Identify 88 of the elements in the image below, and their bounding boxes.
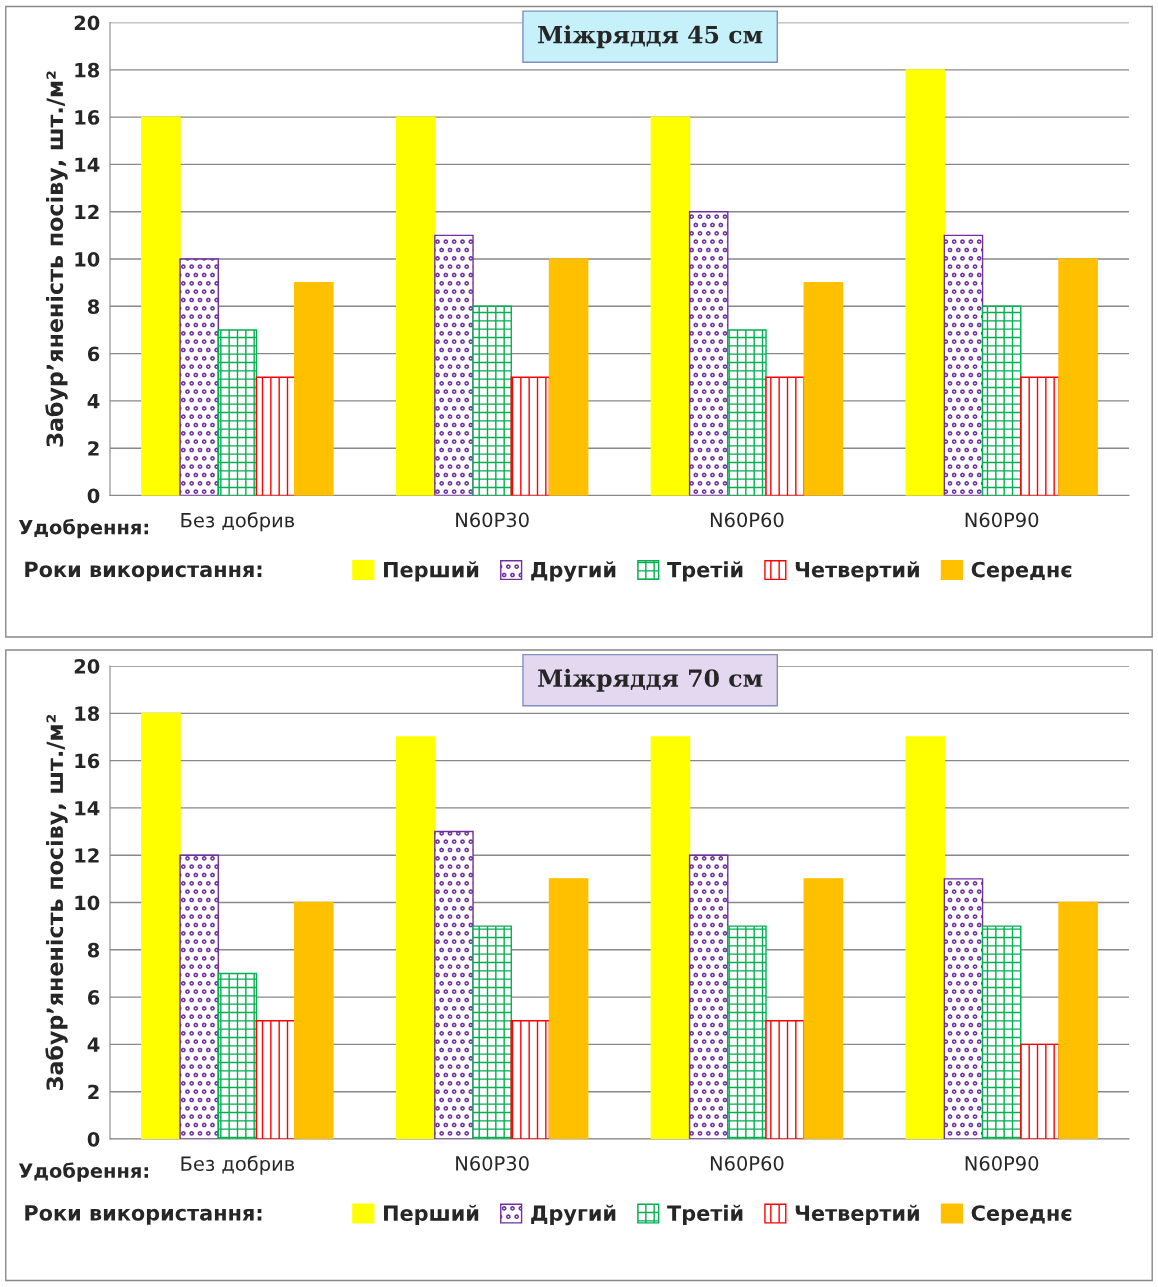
bar [943, 234, 984, 496]
bar [688, 854, 729, 1139]
bar [727, 925, 767, 1139]
bar [179, 854, 219, 1139]
bar [472, 925, 512, 1139]
y-tick-label: 0 [87, 1131, 100, 1147]
x-tick-label: N60P90 [965, 512, 1039, 528]
y-tick-label: 6 [87, 346, 100, 362]
y-tick-label: 8 [87, 942, 100, 958]
bar [395, 736, 436, 1139]
legend-label: Другий [531, 1204, 616, 1226]
chart-title: Міжряддя 70 см [538, 668, 763, 692]
bar [141, 712, 181, 1139]
y-tick-label: 10 [75, 251, 100, 267]
bar [905, 69, 946, 496]
bar [255, 1020, 296, 1139]
y-tick-label: 14 [75, 801, 100, 816]
legend-label: Другий [531, 561, 616, 582]
legend-label: Третій [667, 561, 743, 582]
bar [650, 736, 691, 1139]
bar [294, 901, 334, 1139]
bar [294, 281, 334, 496]
y-tick-label: 18 [75, 62, 100, 78]
chart-title: Міжряддя 45 см [538, 25, 763, 49]
bar [650, 116, 691, 496]
x-tick-label: N60P60 [710, 1156, 784, 1171]
bar [981, 305, 1022, 496]
y-tick-label: 20 [74, 658, 100, 674]
bar [548, 258, 589, 496]
bar [943, 878, 984, 1139]
x-tick-label: Без добрив [181, 1155, 295, 1175]
bar [217, 329, 258, 496]
y-tick-label: 20 [74, 15, 100, 31]
bar [510, 1020, 551, 1139]
bar [510, 376, 551, 496]
bar [434, 234, 474, 496]
bar [803, 281, 844, 496]
bar [395, 116, 436, 496]
legend-label: Четвертий [795, 561, 919, 582]
y-tick-label: 8 [87, 299, 100, 314]
bar [688, 211, 729, 496]
bar [1058, 258, 1098, 496]
legend-label: Середнє [971, 1205, 1072, 1225]
x-axis-title: Удобрення: [18, 518, 148, 539]
y-axis-title: Забур’яненість посіву, шт./м² [45, 71, 68, 447]
y-tick-label: 16 [75, 110, 100, 125]
bar [141, 116, 181, 496]
legend-title: Роки використання: [25, 561, 262, 582]
x-tick-label: N60P30 [456, 512, 529, 528]
y-tick-label: 12 [75, 848, 99, 863]
y-tick-label: 10 [75, 895, 100, 911]
y-tick-label: 18 [75, 706, 100, 721]
bar [1058, 901, 1098, 1139]
bar [179, 258, 219, 496]
bar [217, 972, 258, 1139]
y-tick-label: 4 [87, 1037, 100, 1052]
bar [548, 878, 589, 1139]
legend-label: Третій [667, 1204, 743, 1225]
bar [727, 329, 767, 496]
x-tick-label: Без добрив [181, 512, 295, 532]
legend-label: Середнє [971, 561, 1072, 582]
bar [434, 830, 474, 1139]
bar [1020, 376, 1060, 496]
legend-label: Четвертий [795, 1204, 919, 1225]
legend-title: Роки використання: [25, 1205, 262, 1225]
bar [255, 376, 296, 496]
y-axis-title: Забур’яненість посіву, шт./м² [45, 714, 68, 1090]
y-tick-label: 2 [88, 1084, 99, 1100]
bar [472, 305, 512, 496]
x-axis-title: Удобрення: [18, 1162, 148, 1182]
y-tick-label: 16 [75, 753, 100, 769]
bar [905, 736, 946, 1139]
y-tick-label: 6 [87, 990, 100, 1005]
y-tick-label: 14 [75, 157, 100, 172]
x-tick-label: N60P90 [965, 1156, 1039, 1171]
bar [765, 1020, 805, 1139]
x-tick-label: N60P30 [456, 1156, 529, 1171]
y-tick-label: 12 [75, 204, 99, 220]
x-tick-label: N60P60 [710, 512, 784, 528]
legend-label: Перший [384, 561, 479, 582]
y-tick-label: 4 [87, 394, 100, 409]
bar [1020, 1043, 1060, 1139]
bar [803, 878, 844, 1139]
bar [765, 376, 805, 496]
legend-label: Перший [384, 1204, 479, 1225]
y-tick-label: 2 [88, 441, 99, 456]
bar [981, 925, 1022, 1139]
y-tick-label: 0 [87, 488, 100, 504]
